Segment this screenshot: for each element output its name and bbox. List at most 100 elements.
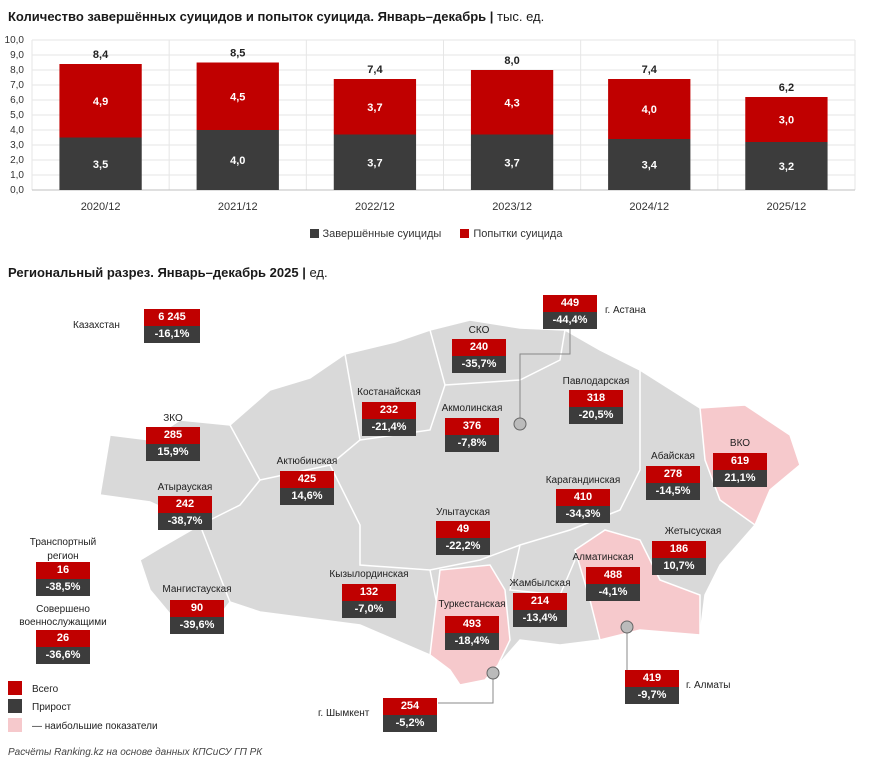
- region-growth: -14,5%: [646, 483, 700, 500]
- region-total: 619: [713, 453, 767, 470]
- region-growth: -36,6%: [36, 647, 90, 664]
- x-tick-label: 2021/12: [218, 201, 258, 213]
- region-growth: 14,6%: [280, 488, 334, 505]
- region-growth: -38,5%: [36, 579, 90, 596]
- legend-item-attempts: Попытки суицида: [460, 228, 562, 240]
- region-box-zko: 285 15,9%: [146, 427, 200, 461]
- region-name-aktobe: Актюбинская: [276, 456, 338, 467]
- region-growth: -7,0%: [342, 601, 396, 618]
- region-total: 278: [646, 466, 700, 483]
- region-name-ulytau: Улытауская: [435, 507, 491, 518]
- region-growth: -4,1%: [586, 584, 640, 601]
- total-label: 6,2: [779, 82, 794, 94]
- region-total: 16: [36, 562, 90, 579]
- x-tick-label: 2024/12: [629, 201, 669, 213]
- region-name-kostanay: Костанайская: [357, 387, 421, 398]
- region-box-ulytau: 49 -22,2%: [436, 521, 490, 555]
- region-growth: -34,3%: [556, 506, 610, 523]
- region-name-military: Совершено военнослужащими: [19, 604, 107, 628]
- region-name-vko: ВКО: [729, 438, 751, 449]
- region-name-zhambyl: Жамбылская: [509, 578, 571, 589]
- region-growth: -21,4%: [362, 419, 416, 436]
- y-tick-label: 10,0: [5, 35, 25, 46]
- connector-shymkent: [438, 673, 494, 704]
- map-title: Региональный разрез. Январь–декабрь 2025…: [8, 265, 328, 280]
- y-tick-label: 9,0: [10, 50, 24, 61]
- y-tick-label: 1,0: [10, 170, 24, 181]
- bar-segment: [59, 137, 142, 190]
- region-growth: -7,8%: [445, 435, 499, 452]
- map-legend-total: Всего: [8, 681, 58, 695]
- region-name-transport: Транспортный регион: [29, 537, 97, 562]
- data-label: 3,5: [93, 159, 108, 171]
- x-tick-label: 2022/12: [355, 201, 395, 213]
- region-growth: -9,7%: [625, 687, 679, 704]
- region-growth: -38,7%: [158, 513, 212, 530]
- region-growth: -5,2%: [383, 715, 437, 732]
- legend-swatch-completed: [309, 229, 319, 238]
- region-growth: -16,1%: [144, 326, 200, 343]
- region-growth: -44,4%: [543, 312, 597, 329]
- map-legend-highlight: — наибольшие показатели: [8, 718, 158, 732]
- region-box-kazakhstan: 6 245 -16,1%: [144, 309, 200, 343]
- region-box-sko: 240 -35,7%: [452, 339, 506, 373]
- region-growth: -18,4%: [445, 633, 499, 650]
- region-name-mangystau: Мангистауская: [162, 584, 232, 595]
- region-name-almaty-obl: Алматинская: [572, 552, 634, 563]
- region-total: 242: [158, 496, 212, 513]
- region-name-atyrau: Атырауская: [157, 482, 213, 493]
- region-total: 410: [556, 489, 610, 506]
- shymkent-marker: [486, 666, 500, 680]
- region-name-shymkent: г. Шымкент: [318, 708, 370, 719]
- y-tick-label: 0,0: [10, 185, 24, 196]
- region-name-akmola: Акмолинская: [441, 403, 503, 414]
- region-name-turkestan: Туркестанская: [438, 599, 506, 610]
- region-box-karaganda: 410 -34,3%: [556, 489, 610, 523]
- region-total: 425: [280, 471, 334, 488]
- region-name-zhetysu: Жетысуская: [664, 526, 722, 537]
- bar-segment: [196, 62, 279, 130]
- data-label: 3,0: [779, 115, 794, 127]
- y-tick-label: 5,0: [10, 110, 24, 121]
- bar-segment: [333, 134, 417, 190]
- bar-segment: [196, 130, 279, 190]
- x-tick-label: 2020/12: [81, 201, 121, 213]
- region-growth: -39,6%: [170, 617, 224, 634]
- region-box-zhetysu: 186 10,7%: [652, 541, 706, 575]
- legend-swatch-highlight: [8, 718, 22, 732]
- y-tick-label: 8,0: [10, 65, 24, 76]
- data-label: 4,3: [504, 97, 519, 109]
- region-total: 26: [36, 630, 90, 647]
- y-tick-label: 7,0: [10, 80, 24, 91]
- border-zhambyl: [509, 544, 576, 596]
- connector-lines: [438, 324, 628, 704]
- bar-segment: [745, 97, 828, 142]
- legend-swatch-total: [8, 681, 22, 695]
- chart-legend: Завершённые суициды Попытки суицида: [0, 228, 872, 240]
- bar-segment: [59, 64, 142, 138]
- region-box-shymkent: 254 -5,2%: [383, 698, 437, 732]
- data-label: 3,4: [642, 160, 658, 172]
- astana-marker: [513, 417, 527, 431]
- region-box-turkestan: 493 -18,4%: [445, 616, 499, 650]
- region-name-astana: г. Астана: [605, 305, 646, 316]
- region-growth: -35,7%: [452, 356, 506, 373]
- kazakhstan-map: [99, 319, 801, 704]
- region-box-almaty-obl: 488 -4,1%: [586, 567, 640, 601]
- region-total: 488: [586, 567, 640, 584]
- region-name-pavlodar: Павлодарская: [562, 376, 630, 387]
- bar-segment: [745, 142, 828, 190]
- city-markers: [486, 417, 634, 680]
- bar-segment: [333, 79, 417, 135]
- region-box-atyrau: 242 -38,7%: [158, 496, 212, 530]
- region-name-kazakhstan: Казахстан: [73, 320, 120, 331]
- region-box-mangystau: 90 -39,6%: [170, 600, 224, 634]
- legend-swatch-growth: [8, 699, 22, 713]
- region-box-kostanay: 232 -21,4%: [362, 402, 416, 436]
- region-name-zko: ЗКО: [163, 413, 183, 424]
- legend-swatch-attempts: [460, 229, 470, 238]
- region-box-pavlodar: 318 -20,5%: [569, 390, 623, 424]
- y-tick-label: 6,0: [10, 95, 24, 106]
- region-total: 132: [342, 584, 396, 601]
- region-box-almaty-city: 419 -9,7%: [625, 670, 679, 704]
